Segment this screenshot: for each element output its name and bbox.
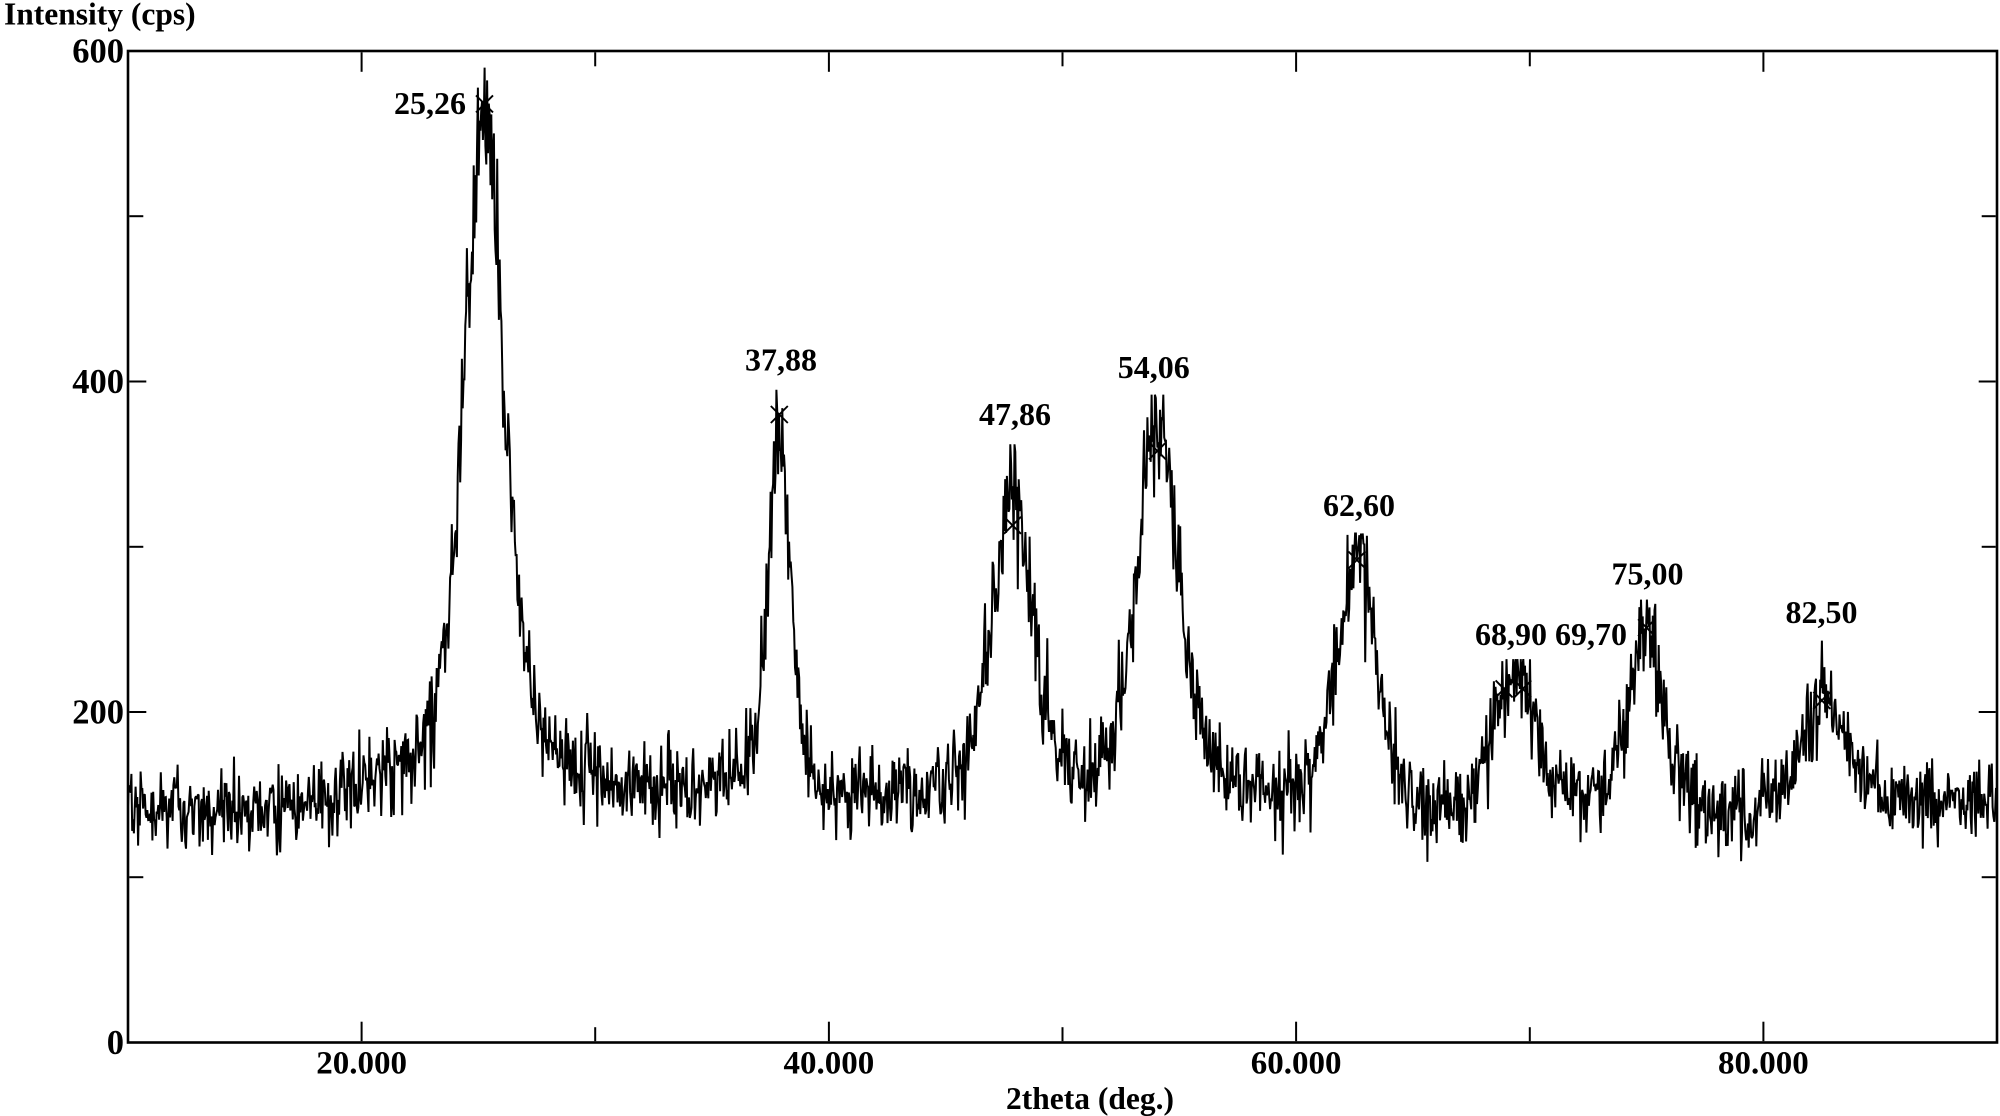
svg-text:69,70: 69,70	[1555, 616, 1627, 652]
svg-text:80.000: 80.000	[1718, 1046, 1809, 1082]
svg-text:400: 400	[72, 363, 124, 401]
svg-text:40.000: 40.000	[784, 1046, 875, 1082]
svg-text:37,88: 37,88	[745, 341, 817, 377]
svg-text:20.000: 20.000	[316, 1046, 407, 1082]
svg-text:600: 600	[72, 32, 124, 70]
svg-text:25,26: 25,26	[394, 85, 466, 121]
svg-text:68,90: 68,90	[1475, 616, 1547, 652]
svg-text:54,06: 54,06	[1118, 349, 1190, 385]
svg-text:2theta (deg.): 2theta (deg.)	[1006, 1081, 1174, 1116]
svg-text:75,00: 75,00	[1612, 555, 1684, 591]
svg-text:0: 0	[107, 1024, 124, 1062]
svg-text:200: 200	[72, 693, 124, 731]
svg-text:62,60: 62,60	[1323, 487, 1395, 523]
svg-text:Intensity (cps): Intensity (cps)	[4, 0, 196, 32]
svg-text:47,86: 47,86	[979, 396, 1051, 432]
svg-text:60.000: 60.000	[1251, 1046, 1342, 1082]
svg-text:82,50: 82,50	[1786, 594, 1858, 630]
